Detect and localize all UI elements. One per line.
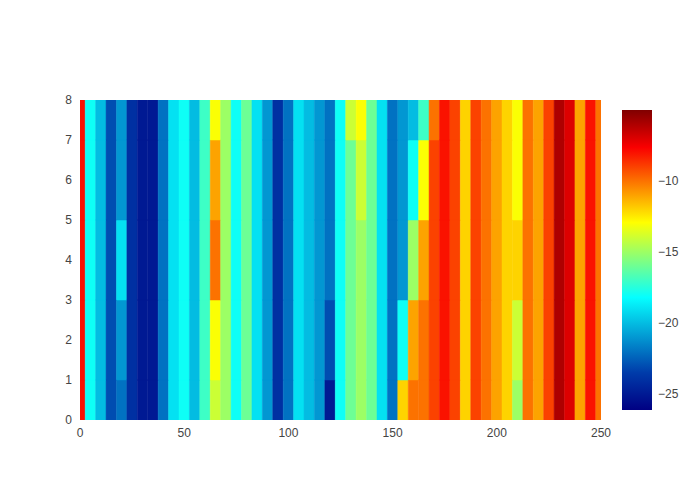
svg-text:3: 3	[65, 293, 72, 307]
svg-text:−25: −25	[658, 387, 679, 401]
svg-text:1: 1	[65, 373, 72, 387]
svg-text:150: 150	[383, 426, 403, 440]
svg-text:5: 5	[65, 213, 72, 227]
svg-text:−20: −20	[658, 316, 679, 330]
svg-text:8: 8	[65, 93, 72, 107]
svg-text:−10: −10	[658, 174, 679, 188]
svg-text:7: 7	[65, 133, 72, 147]
svg-text:6: 6	[65, 173, 72, 187]
svg-text:0: 0	[77, 426, 84, 440]
svg-text:100: 100	[278, 426, 298, 440]
svg-text:250: 250	[591, 426, 611, 440]
svg-text:4: 4	[65, 253, 72, 267]
svg-text:50: 50	[178, 426, 192, 440]
svg-text:200: 200	[487, 426, 507, 440]
svg-text:2: 2	[65, 333, 72, 347]
svg-text:0: 0	[65, 413, 72, 427]
svg-text:−15: −15	[658, 245, 679, 259]
